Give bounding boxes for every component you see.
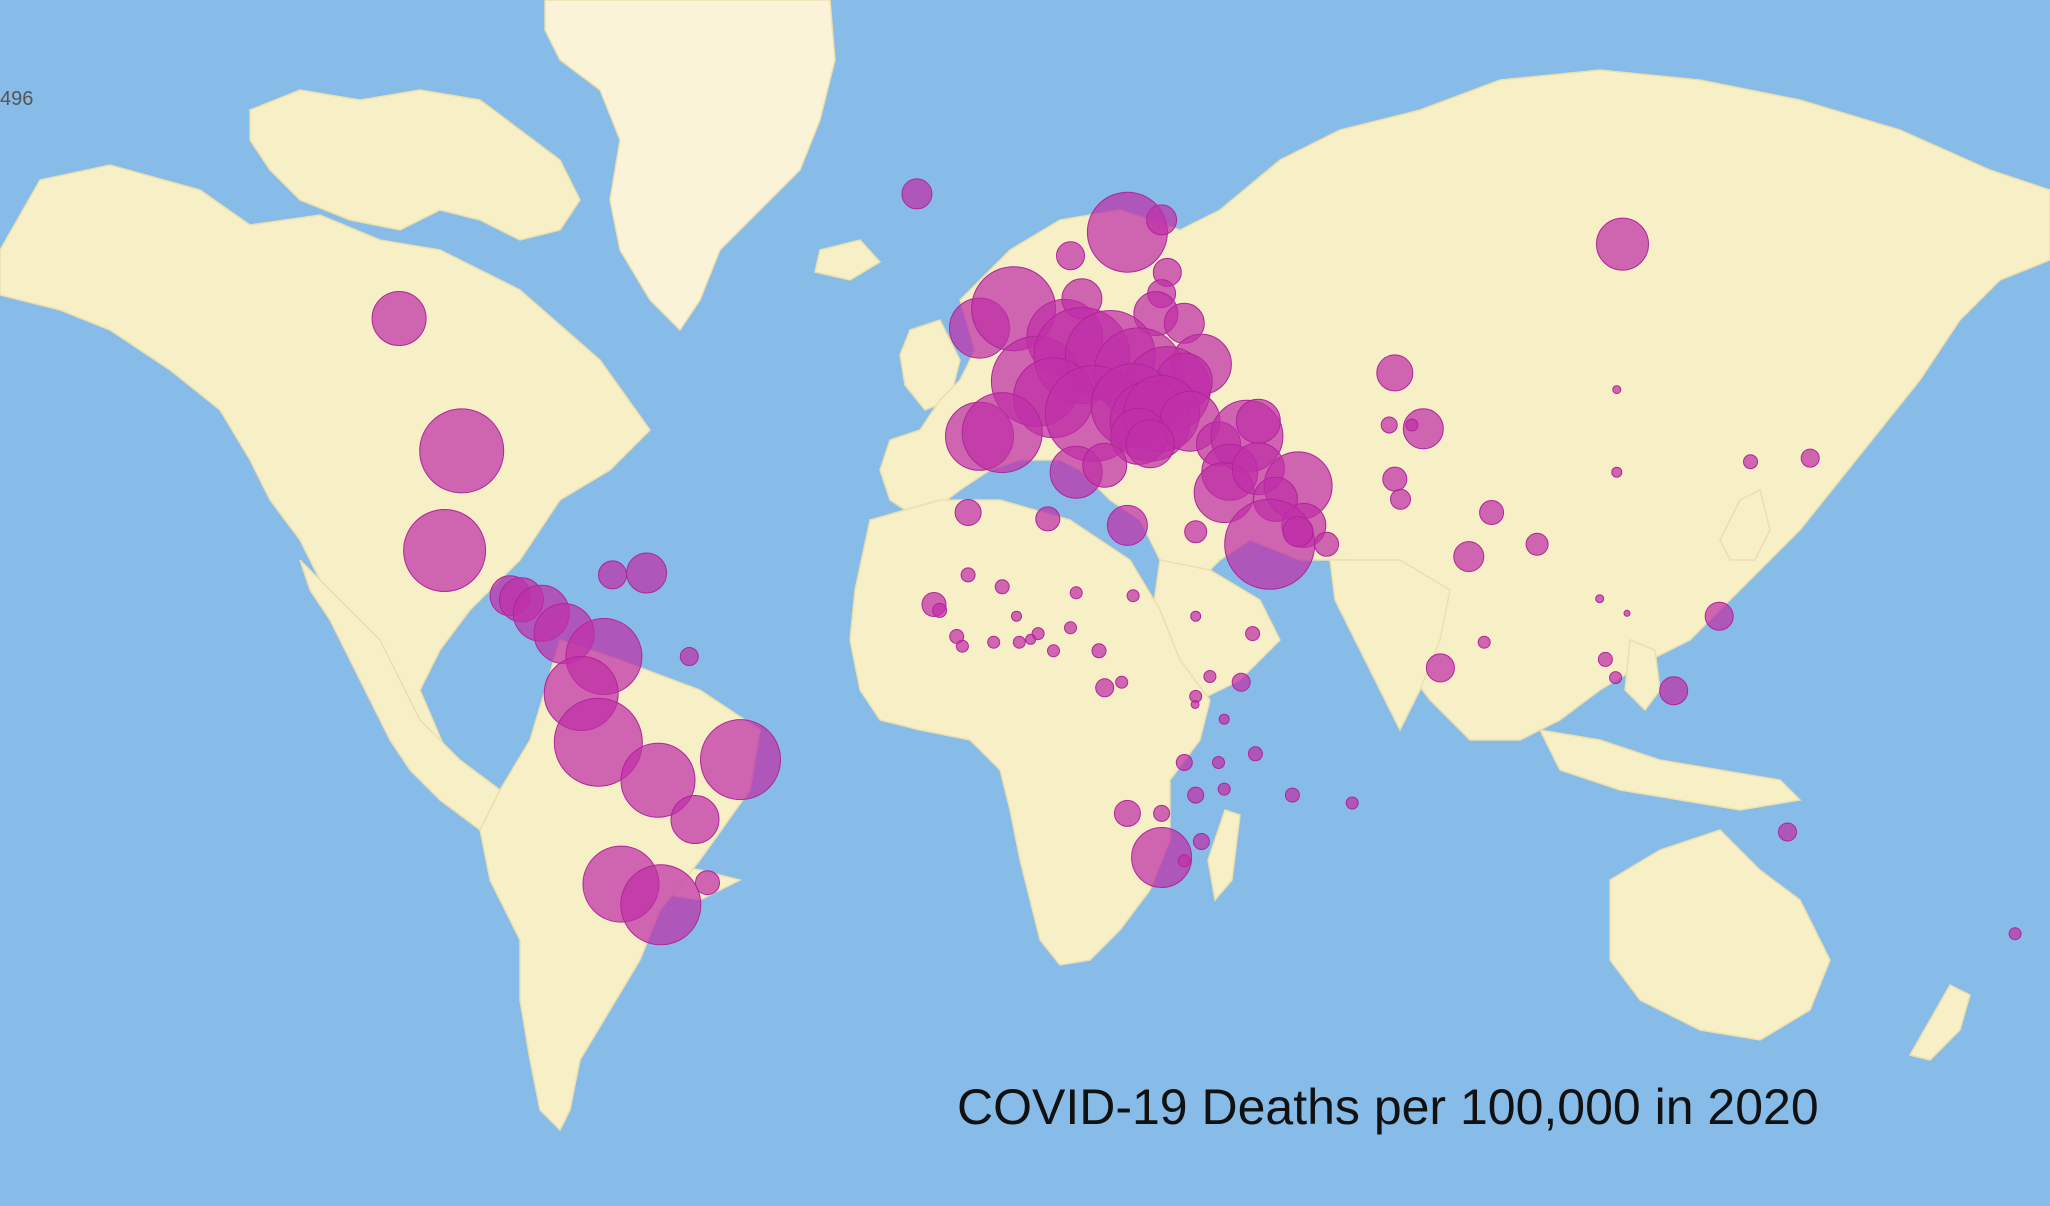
death-rate-bubble — [1035, 506, 1061, 532]
death-rate-bubble — [1153, 804, 1171, 822]
death-rate-bubble — [1217, 782, 1231, 796]
death-rate-bubble — [1380, 416, 1398, 434]
death-rate-bubble — [1743, 454, 1758, 470]
death-rate-bubble — [960, 567, 976, 583]
death-rate-bubble — [1115, 675, 1129, 689]
land-australia — [1609, 829, 1831, 1041]
land-north-america — [0, 164, 743, 901]
bubble-layer — [371, 178, 2022, 946]
death-rate-bubble — [1192, 833, 1210, 850]
death-rate-bubble — [1187, 786, 1205, 804]
death-rate-bubble — [1184, 520, 1208, 544]
death-rate-bubble — [1218, 713, 1230, 725]
death-rate-bubble — [987, 635, 1001, 649]
death-rate-bubble — [1126, 589, 1140, 603]
corner-label: 496 — [0, 88, 34, 110]
death-rate-bubble — [954, 499, 982, 526]
death-rate-bubble — [1479, 500, 1505, 525]
death-rate-bubble — [419, 408, 505, 494]
death-rate-bubble — [1095, 678, 1115, 698]
death-rate-bubble — [670, 795, 720, 844]
death-rate-bubble — [1376, 354, 1414, 392]
death-rate-bubble — [1082, 442, 1128, 488]
death-rate-bubble — [700, 719, 781, 801]
death-rate-bubble — [1175, 754, 1193, 771]
death-rate-bubble — [1704, 601, 1734, 631]
death-rate-bubble — [1031, 627, 1045, 641]
death-rate-bubble — [1314, 531, 1340, 557]
death-rate-bubble — [371, 291, 427, 346]
death-rate-bubble — [1190, 699, 1200, 709]
death-rate-bubble — [1247, 746, 1263, 762]
land-madagascar — [1207, 809, 1241, 902]
death-rate-bubble — [1125, 419, 1175, 469]
death-rate-bubble — [1235, 398, 1281, 444]
death-rate-bubble — [1611, 466, 1623, 478]
death-rate-bubble — [1525, 532, 1549, 556]
death-rate-bubble — [679, 647, 699, 666]
death-rate-bubble — [1146, 204, 1178, 236]
death-rate-bubble — [1047, 644, 1060, 658]
death-rate-bubble — [1203, 670, 1217, 683]
death-rate-bubble — [1212, 756, 1225, 769]
death-rate-bubble — [961, 392, 1043, 474]
land-arctic-islands — [249, 89, 581, 241]
death-rate-bubble — [1425, 653, 1455, 683]
death-rate-bubble — [1113, 799, 1141, 827]
death-rate-bubble — [1612, 385, 1622, 395]
death-rate-bubble — [1345, 796, 1359, 810]
death-rate-bubble — [932, 602, 948, 618]
land-philippines — [1624, 638, 1661, 712]
death-rate-bubble — [994, 579, 1010, 595]
death-rate-bubble — [2008, 927, 2022, 941]
death-rate-bubble — [1623, 609, 1631, 617]
death-rate-bubble — [598, 560, 627, 590]
death-rate-bubble — [1056, 241, 1085, 271]
death-rate-bubble — [1106, 504, 1148, 546]
death-rate-bubble — [1405, 418, 1419, 432]
death-rate-bubble — [955, 639, 969, 653]
death-rate-bubble — [1011, 610, 1022, 622]
death-rate-bubble — [1069, 586, 1083, 600]
death-rate-bubble — [1477, 635, 1491, 649]
death-rate-bubble — [403, 509, 487, 592]
death-rate-bubble — [620, 742, 696, 818]
land-japan — [1719, 488, 1771, 561]
death-rate-bubble — [626, 552, 668, 594]
death-rate-bubble — [1190, 610, 1202, 622]
land-greenland — [544, 0, 836, 332]
death-rate-bubble — [901, 178, 933, 210]
death-rate-bubble — [1284, 787, 1300, 803]
land-new-zealand — [1908, 984, 1971, 1061]
death-rate-bubble — [1177, 854, 1191, 868]
death-rate-bubble — [695, 870, 720, 896]
land-iceland — [814, 239, 882, 281]
death-rate-bubble — [1282, 516, 1314, 548]
death-rate-bubble — [1597, 651, 1613, 667]
death-rate-bubble — [1595, 594, 1605, 604]
land-india — [1329, 559, 1451, 732]
death-rate-bubble — [1596, 217, 1649, 271]
death-rate-bubble — [1245, 626, 1261, 642]
map-title: COVID-19 Deaths per 100,000 in 2020 — [957, 1079, 1819, 1135]
death-rate-bubble — [620, 864, 702, 946]
death-rate-bubble — [1778, 822, 1797, 842]
death-rate-bubble — [1800, 448, 1820, 468]
land-indonesia — [1538, 729, 1802, 811]
death-rate-bubble — [1453, 541, 1485, 573]
death-rate-bubble — [1382, 466, 1408, 492]
death-rate-bubble — [1064, 621, 1077, 635]
death-rate-bubble — [1231, 672, 1251, 692]
death-rate-bubble — [1390, 488, 1411, 510]
death-rate-bubble — [1091, 643, 1107, 659]
death-rate-bubble — [1609, 671, 1623, 685]
death-rate-bubble — [553, 697, 643, 787]
death-rate-bubble — [1659, 676, 1689, 706]
death-rate-bubble — [1012, 635, 1026, 649]
death-rate-bubble — [1131, 827, 1193, 888]
